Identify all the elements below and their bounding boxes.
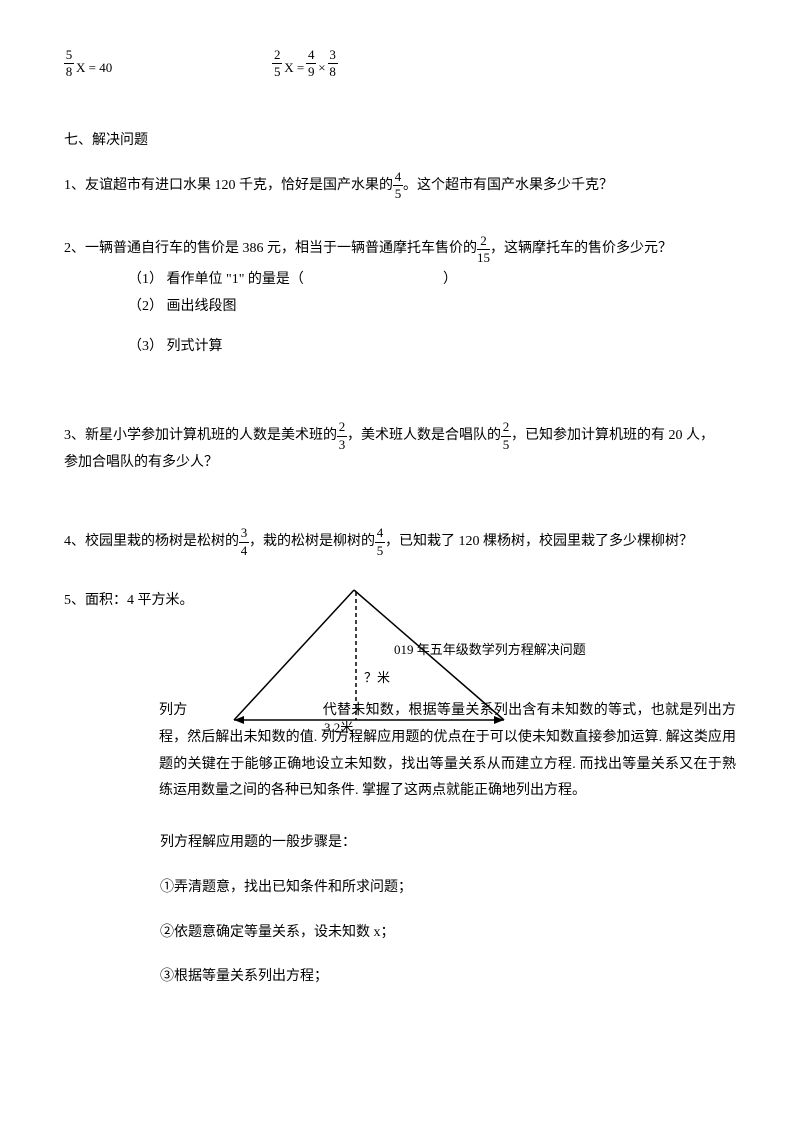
equation-left: 5 8 X = 40 xyxy=(64,48,112,80)
q2-sub1: （1） 看作单位 "1" 的量是（ ） xyxy=(128,269,736,291)
denominator: 3 xyxy=(339,438,346,452)
fraction-4-5: 4 5 xyxy=(375,526,385,558)
triangle-height-label: ？米 xyxy=(364,668,390,689)
fraction-2-5: 2 5 xyxy=(272,48,282,80)
numerator: 3 xyxy=(241,526,248,540)
q2-post: ，这辆摩托车的售价多少元？ xyxy=(490,238,672,260)
fraction-3-4: 3 4 xyxy=(239,526,249,558)
question-4: 4、校园里栽的杨树是松树的 3 4 ，栽的松树是柳树的 4 5 ，已知栽了 12… xyxy=(64,526,736,558)
denominator: 5 xyxy=(503,438,510,452)
triangle-diagram: ？米 3.2米 019 年五年级数学列方程解决问题 列方代替未知数，根据等量关系… xyxy=(64,620,736,820)
equation-text: X = xyxy=(284,58,304,80)
numerator: 2 xyxy=(339,420,346,434)
q4-post: ，已知栽了 120 棵杨树，校园里栽了多少棵柳树？ xyxy=(385,531,693,553)
equation-text: X = 40 xyxy=(76,58,112,80)
denominator: 5 xyxy=(395,187,402,201)
question-3-line: 3、新星小学参加计算机班的人数是美术班的 2 3 ，美术班人数是合唱队的 2 5… xyxy=(64,420,736,452)
denominator: 5 xyxy=(274,65,281,79)
denominator: 8 xyxy=(66,65,73,79)
denominator: 4 xyxy=(241,544,248,558)
numerator: 5 xyxy=(66,48,73,62)
embedded-title: 019 年五年级数学列方程解决问题 xyxy=(394,640,586,661)
fraction-2-3: 2 3 xyxy=(337,420,347,452)
denominator: 8 xyxy=(329,65,336,79)
q3-line2: 参加合唱队的有多少人？ xyxy=(64,452,736,474)
equation-right: 2 5 X = 4 9 × 3 8 xyxy=(272,48,337,80)
paragraph-wrap: 列方代替未知数，根据等量关系列出含有未知数的等式，也就是列出方程，然后解出未知数… xyxy=(159,698,736,804)
section-7-title: 七、解决问题 xyxy=(64,130,736,152)
question-5: 5、面积：4 平方米。 ？米 3.2米 019 年五年级数学列方程解决问题 列方… xyxy=(64,590,736,820)
equations-row: 5 8 X = 40 2 5 X = 4 9 × 3 8 xyxy=(64,48,736,80)
numerator: 4 xyxy=(377,526,384,540)
fraction-2-15: 2 15 xyxy=(477,234,490,266)
question-1-line: 1、友谊超市有进口水果 120 千克，恰好是国产水果的 4 5 。这个超市有国产… xyxy=(64,170,736,202)
denominator: 9 xyxy=(308,65,315,79)
step-1: ①弄清题意，找出已知条件和所求问题； xyxy=(160,875,696,902)
denominator: 15 xyxy=(477,251,490,265)
numerator: 2 xyxy=(274,48,281,62)
steps-intro: 列方程解应用题的一般步骤是： xyxy=(160,830,696,857)
question-1: 1、友谊超市有进口水果 120 千克，恰好是国产水果的 4 5 。这个超市有国产… xyxy=(64,170,736,202)
numerator: 2 xyxy=(480,234,487,248)
question-2-line: 2、一辆普通自行车的售价是 386 元，相当于一辆普通摩托车售价的 2 15 ，… xyxy=(64,234,736,266)
numerator: 4 xyxy=(308,48,315,62)
fraction-4-9: 4 9 xyxy=(306,48,316,80)
numerator: 2 xyxy=(503,420,510,434)
q1-post: 。这个超市有国产水果多少千克？ xyxy=(403,175,613,197)
step-3: ③根据等量关系列出方程； xyxy=(160,964,696,991)
q4-pre: 4、校园里栽的杨树是松树的 xyxy=(64,531,239,553)
fraction-3-8: 3 8 xyxy=(328,48,338,80)
numerator: 3 xyxy=(329,48,336,62)
numerator: 4 xyxy=(395,170,402,184)
question-2: 2、一辆普通自行车的售价是 386 元，相当于一辆普通摩托车售价的 2 15 ，… xyxy=(64,234,736,359)
equation-text: × xyxy=(318,58,325,80)
q2-sub1-pre: （1） 看作单位 "1" 的量是（ xyxy=(128,272,304,287)
fraction-4-5: 4 5 xyxy=(393,170,403,202)
fraction-5-8: 5 8 xyxy=(64,48,74,80)
q2-sub1-post: ） xyxy=(443,272,457,287)
q3-mid: ，美术班人数是合唱队的 xyxy=(347,425,501,447)
step-2: ②依题意确定等量关系，设未知数 x； xyxy=(160,920,696,947)
q2-sub2: （2） 画出线段图 xyxy=(128,296,736,318)
q2-sub3: （3） 列式计算 xyxy=(128,336,736,358)
question-3: 3、新星小学参加计算机班的人数是美术班的 2 3 ，美术班人数是合唱队的 2 5… xyxy=(64,420,736,474)
q2-pre: 2、一辆普通自行车的售价是 386 元，相当于一辆普通摩托车售价的 xyxy=(64,238,477,260)
question-4-line: 4、校园里栽的杨树是松树的 3 4 ，栽的松树是柳树的 4 5 ，已知栽了 12… xyxy=(64,526,736,558)
fraction-2-5: 2 5 xyxy=(501,420,511,452)
q4-mid: ，栽的松树是柳树的 xyxy=(249,531,375,553)
blank-fill[interactable] xyxy=(307,272,439,287)
q3-post: ，已知参加计算机班的有 20 人， xyxy=(511,425,714,447)
denominator: 5 xyxy=(377,544,384,558)
q3-pre: 3、新星小学参加计算机班的人数是美术班的 xyxy=(64,425,337,447)
q1-pre: 1、友谊超市有进口水果 120 千克，恰好是国产水果的 xyxy=(64,175,393,197)
